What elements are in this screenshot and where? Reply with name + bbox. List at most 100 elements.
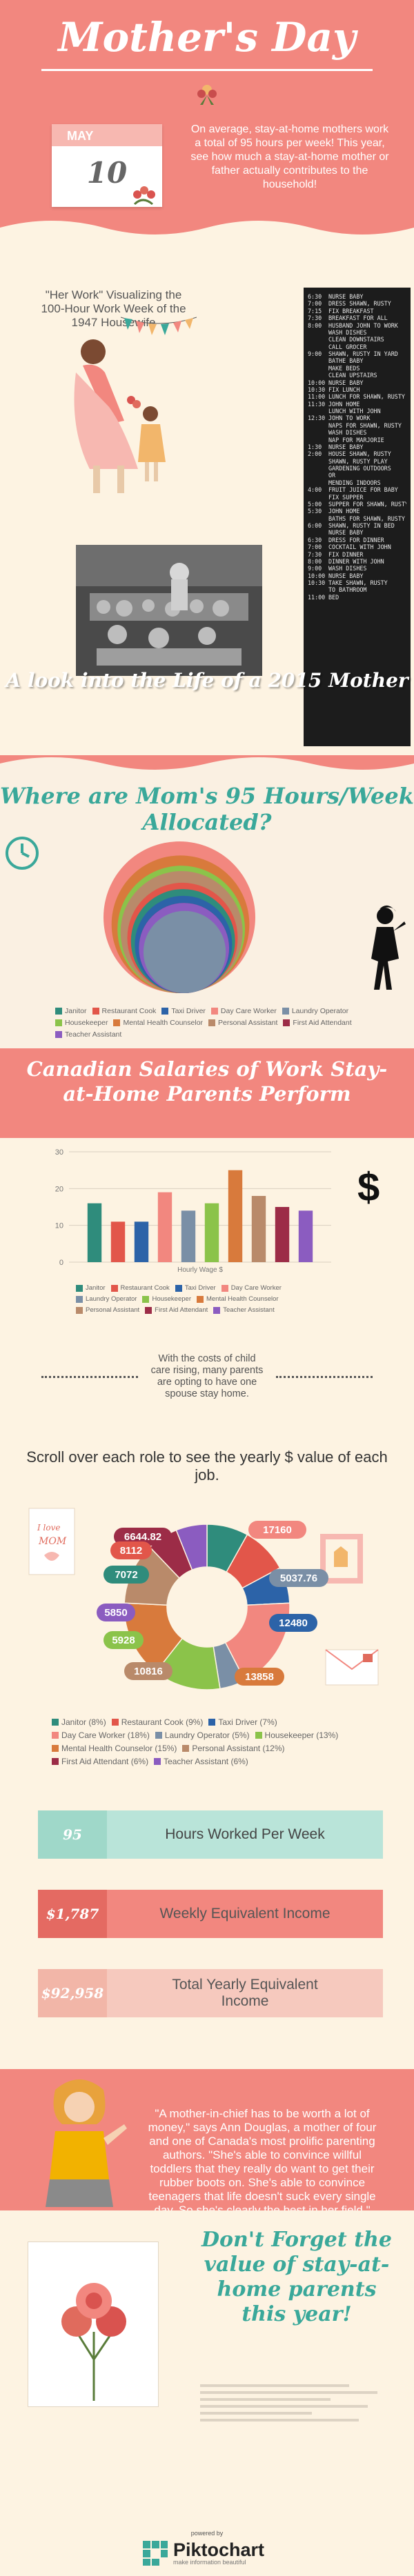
legend-item: Taxi Driver (161, 1007, 206, 1015)
legend-item: Personal Assistant (208, 1019, 277, 1027)
dotted-divider (41, 1376, 138, 1378)
legend-label: Taxi Driver (7%) (218, 1717, 277, 1727)
header-section: Mother's Day MAY 10 On average, stay-at-… (0, 0, 414, 241)
hours-circle[interactable] (143, 910, 226, 993)
legend-swatch (76, 1284, 83, 1292)
salary-bar[interactable] (157, 1192, 172, 1262)
salary-title-band (0, 1048, 414, 1138)
allocation-section: Where are Mom's 95 Hours/Week Allocated?… (0, 755, 414, 1048)
legend-label: Janitor (8%) (61, 1717, 106, 1727)
legend-swatch (52, 1758, 59, 1765)
schedule-row: 10:00 NURSE BABY (308, 572, 406, 579)
page-title: Mother's Day (58, 14, 356, 61)
value-pill (269, 1569, 328, 1587)
stat-label: Total Yearly Equivalent Income (107, 1969, 383, 2017)
schedule-time: 7:00 (308, 543, 322, 551)
workweek-caption: "Her Work" Visualizing the 100-Hour Work… (41, 288, 186, 329)
legend-item: Janitor (55, 1007, 87, 1015)
value-pill (269, 1614, 317, 1632)
legend-label: Laundry Operator (86, 1295, 137, 1303)
schedule-row: 9:00 SHAWN, RUSTY IN YARD (308, 350, 406, 357)
legend-label: Personal Assistant (218, 1019, 278, 1027)
legend-swatch (155, 1732, 162, 1739)
legend-swatch (76, 1306, 83, 1314)
schedule-row: 7:30 BREAKFAST FOR ALL (308, 314, 406, 321)
schedule-time (308, 465, 328, 472)
legend-item: Laundry Operator (5%) (155, 1730, 250, 1740)
schedule-activity: NURSE BABY (328, 529, 364, 537)
legend-label: Housekeeper (13%) (264, 1730, 339, 1740)
schedule-row: GARDENING OUTDOORS (308, 465, 406, 472)
schedule-row: 5:00 SUPPER FOR SHAWN, RUSTY (308, 501, 406, 508)
salary-bar[interactable] (228, 1170, 243, 1262)
wave-divider (0, 755, 414, 770)
legend-swatch (52, 1745, 59, 1752)
powered-by-label: powered by (190, 2530, 224, 2537)
value-label: 12480 (279, 1617, 308, 1629)
schedule-time (308, 494, 328, 501)
schedule-time (308, 343, 328, 350)
schedule-row: NAP FOR MARJORIE (308, 437, 406, 443)
legend-label: Mental Health Counselor (206, 1295, 279, 1303)
salary-bar[interactable] (87, 1203, 102, 1262)
value-pill (248, 1521, 306, 1539)
legend-swatch (282, 1008, 289, 1015)
schedule-row: 6:30 DRESS FOR DINNER (308, 537, 406, 543)
schedule-time: 10:30 (308, 386, 326, 393)
schedule-activity: FIX LUNCH (328, 386, 360, 393)
calendar-widget: MAY 10 (52, 124, 162, 207)
value-pill (110, 1541, 152, 1559)
schedule-activity: FIX DINNER (328, 550, 364, 558)
salary-bar[interactable] (110, 1221, 126, 1262)
legend-swatch (196, 1295, 204, 1303)
schedule-activity: JOHN HOME (328, 508, 360, 515)
schedule-row: 12:30 JOHN TO WORK (308, 415, 406, 421)
schedule-activity: JOHN TO WORK (328, 415, 371, 422)
salary-bar[interactable] (181, 1210, 196, 1262)
schedule-activity: CLEAN DOWNSTAIRS (328, 336, 384, 343)
section-banner-2015: A look into the Life of a 2015 Mother (6, 669, 408, 692)
schedule-time: 2:00 (308, 450, 322, 458)
footer-section: powered by Piktochart make information b… (0, 2500, 414, 2576)
legend-item: Taxi Driver (175, 1284, 216, 1292)
salary-bar[interactable] (204, 1203, 219, 1262)
legend-swatch (255, 1732, 262, 1739)
legend-item: Housekeeper (55, 1019, 108, 1027)
schedule-time (308, 479, 328, 486)
legend-item: Personal Assistant (76, 1306, 139, 1314)
woman-silhouette-icon (371, 905, 406, 990)
schedule-time (308, 365, 328, 372)
donut-slice[interactable] (175, 1524, 208, 1571)
value-pill (97, 1604, 135, 1621)
legend-item: Day Care Worker (210, 1007, 277, 1015)
legend-swatch (52, 1719, 59, 1726)
schedule-row: MAKE BEDS (308, 365, 406, 372)
schedule-activity: CLEAN UPSTAIRS (328, 372, 377, 379)
legend-swatch (52, 1732, 59, 1739)
legend-label: Teacher Assistant (223, 1306, 275, 1314)
legend-item: Teacher Assistant (6%) (154, 1757, 248, 1766)
legend-swatch (213, 1306, 221, 1314)
schedule-row: CLEAN UPSTAIRS (308, 372, 406, 379)
salary-bar[interactable] (251, 1196, 266, 1262)
schedule-activity: CALL GROCER (328, 343, 367, 350)
envelope-icon (325, 1649, 379, 1686)
quote-section: "A mother-in-chief has to be worth a lot… (0, 2069, 414, 2217)
legend-label: Personal Assistant (86, 1306, 140, 1314)
salary-bar[interactable] (134, 1221, 149, 1262)
legend-label: Laundry Operator (5%) (164, 1730, 250, 1740)
schedule-time (308, 372, 328, 379)
schedule-activity: NURSE BABY (328, 379, 364, 386)
allocation-legend: Janitor Restaurant Cook Taxi Driver Day Car… (55, 1007, 359, 1042)
stat-hours: 95 Hours Worked Per Week (38, 1810, 383, 1859)
schedule-time: 10:00 (308, 572, 326, 579)
piktochart-logo[interactable]: Piktochart make information beautiful (141, 2539, 273, 2568)
mother-child-illustration (74, 339, 166, 493)
salary-bar[interactable] (275, 1207, 290, 1262)
schedule-time (308, 357, 328, 364)
schedule-row: 11:30 JOHN HOME (308, 401, 406, 408)
salary-bar[interactable] (298, 1210, 313, 1262)
schedule-activity: DRESS FOR DINNER (328, 536, 384, 543)
value-label: 7072 (115, 1569, 137, 1581)
schedule-time: 7:30 (308, 550, 322, 558)
